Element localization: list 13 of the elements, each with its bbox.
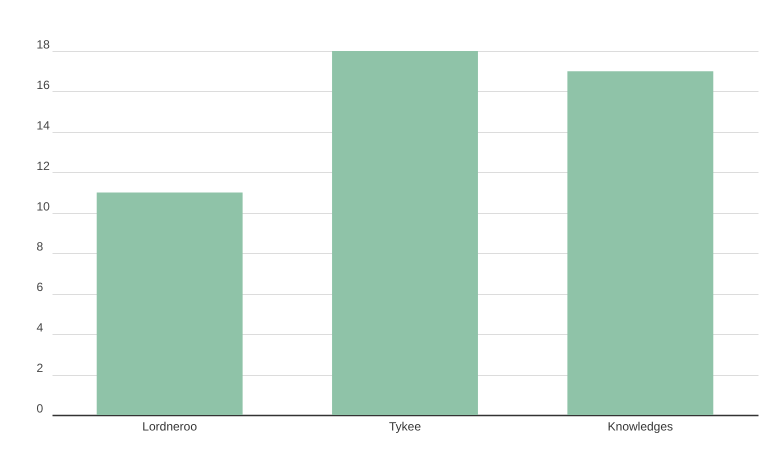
- y-tick-label: 18: [36, 38, 50, 52]
- y-tick-label: 14: [36, 118, 50, 132]
- y-tick-label: 2: [36, 361, 44, 376]
- y-tick-label: 10: [36, 199, 50, 214]
- x-tick-label: Knowledges: [608, 420, 674, 434]
- y-tick-label: 0: [36, 402, 44, 416]
- y-tick-label: 8: [36, 240, 44, 254]
- x-tick-label: Lordneroo: [142, 420, 198, 434]
- y-tick-label: 12: [36, 158, 50, 173]
- y-tick-label: 16: [36, 78, 50, 92]
- x-tick-label: Tykee: [388, 420, 422, 434]
- y-tick-label: 4: [36, 320, 44, 335]
- y-tick-label: 6: [36, 280, 44, 294]
